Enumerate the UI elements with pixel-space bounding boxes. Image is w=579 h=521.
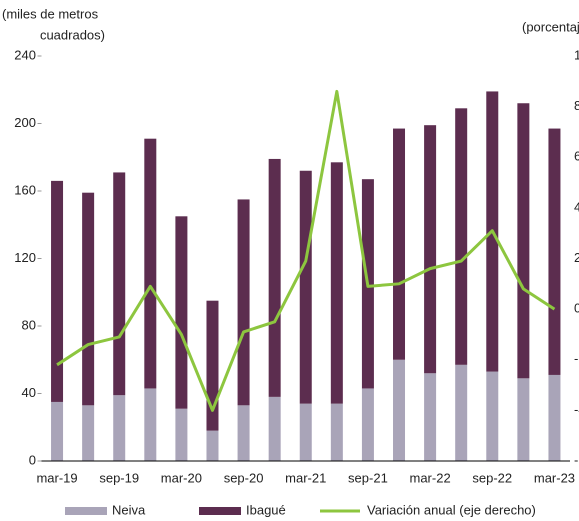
- bar-segment: [517, 378, 530, 461]
- bar-segment: [82, 192, 95, 406]
- y-tick-label: 240: [14, 47, 36, 62]
- y-tick-label: 120: [14, 250, 36, 265]
- bar-segment: [175, 408, 188, 461]
- bar-segment: [455, 364, 468, 461]
- y2-tick-label: -40: [574, 402, 579, 417]
- bar-segment: [206, 300, 219, 431]
- y-axis-label: (miles de metros: [2, 6, 99, 21]
- y-tick-label: 200: [14, 115, 36, 130]
- y2-tick-label: 80: [574, 98, 579, 113]
- bar-segment: [51, 180, 64, 402]
- y2-tick-label: 0: [574, 301, 579, 316]
- bar-segment: [206, 430, 219, 461]
- x-tick-label: sep-19: [99, 470, 139, 485]
- x-tick-label: sep-22: [472, 470, 512, 485]
- bar-segment: [330, 162, 343, 404]
- legend-label: Ibagué: [246, 502, 286, 517]
- x-tick-label: mar-20: [161, 470, 202, 485]
- bar-segment: [393, 128, 406, 360]
- x-tick-label: mar-19: [36, 470, 77, 485]
- bar-segment: [237, 199, 250, 406]
- bar-segment: [424, 373, 437, 461]
- y-tick-label: 40: [22, 385, 36, 400]
- legend-label: Variación anual (eje derecho): [367, 502, 536, 517]
- legend-label: Neiva: [112, 502, 146, 517]
- y-tick-label: 0: [29, 452, 36, 467]
- bar-segment: [299, 170, 312, 404]
- bar-segment: [144, 138, 157, 389]
- y-axis-label: cuadrados): [40, 27, 105, 42]
- y-tick-label: 80: [22, 317, 36, 332]
- line-series: [56, 89, 556, 412]
- legend-swatch: [65, 507, 107, 515]
- bar-segment: [517, 103, 530, 379]
- x-tick-label: sep-21: [348, 470, 388, 485]
- bar-segment: [424, 125, 437, 374]
- bar-segment: [393, 359, 406, 461]
- y2-tick-label: 20: [574, 250, 579, 265]
- bar-segment: [113, 172, 126, 396]
- bar-segment: [455, 108, 468, 365]
- bar-segment: [361, 388, 374, 461]
- y2-axis-label: (porcentaje): [522, 19, 579, 34]
- y2-tick-label: 40: [574, 199, 579, 214]
- bar-segment: [175, 216, 188, 409]
- legend-swatch: [199, 507, 241, 515]
- y2-tick-label: 60: [574, 149, 579, 164]
- x-tick-label: mar-21: [285, 470, 326, 485]
- y2-tick-label: -60: [574, 452, 579, 467]
- x-tick-label: mar-23: [534, 470, 575, 485]
- bar-segment: [299, 403, 312, 461]
- bar-segment: [268, 396, 281, 461]
- bar-segment: [144, 388, 157, 461]
- bar-segment: [237, 405, 250, 461]
- bar-segment: [486, 371, 499, 461]
- y2-tick-label: 100: [574, 47, 579, 62]
- bar-segment: [82, 405, 95, 461]
- bar-segment: [113, 395, 126, 461]
- bar-segment: [548, 374, 561, 461]
- y2-tick-label: -20: [574, 351, 579, 366]
- bar-segment: [330, 403, 343, 461]
- bar-segment: [548, 128, 561, 375]
- x-tick-label: mar-22: [410, 470, 451, 485]
- bar-segment: [268, 158, 281, 397]
- x-tick-label: sep-20: [224, 470, 264, 485]
- y-tick-label: 160: [14, 182, 36, 197]
- bar-segment: [51, 401, 64, 461]
